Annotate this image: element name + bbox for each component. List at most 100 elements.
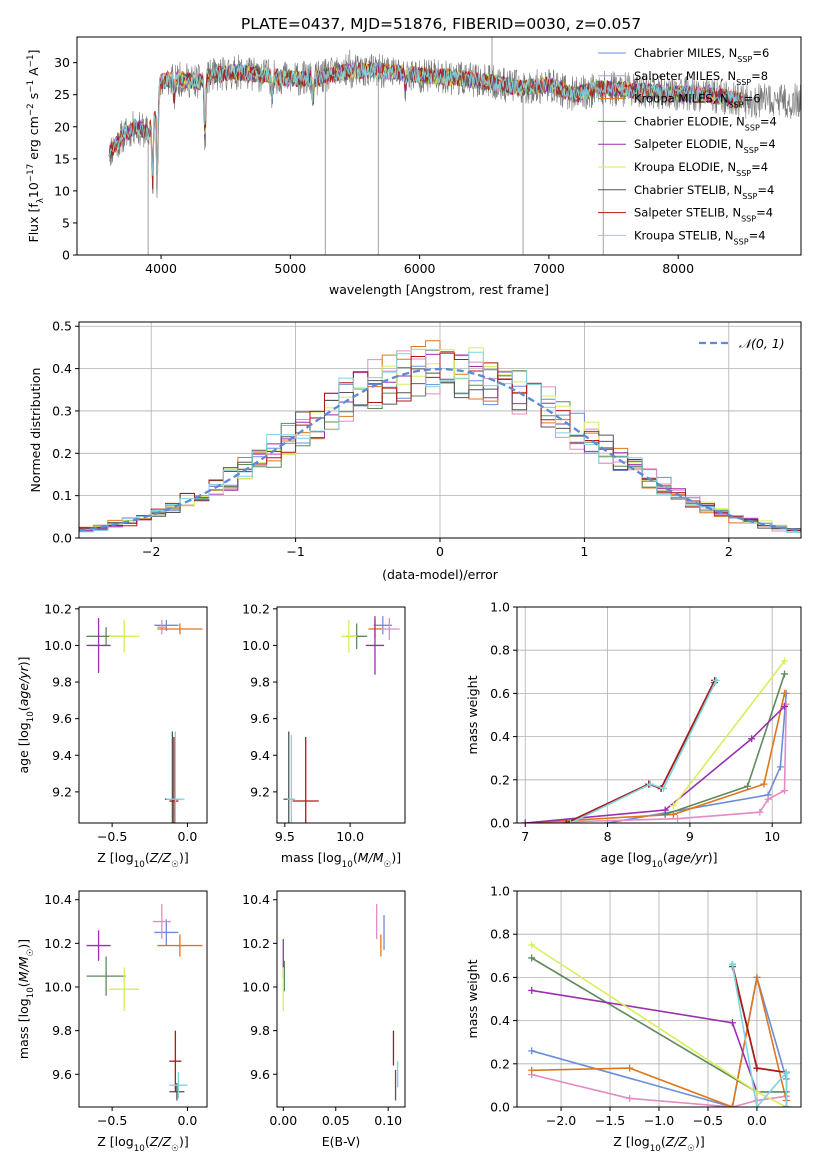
weight-vs-z-axes-plot-area [517, 891, 801, 1107]
age-vs-mass-xtick-label: 10.0 [336, 829, 364, 844]
age-vs-z-ytick-label: 10.0 [44, 638, 72, 653]
legend-label-1: Salpeter MILES, NSSP=8 [634, 69, 768, 87]
age-vs-z-xtick-label: −0.5 [97, 829, 127, 844]
weight-marker [782, 1068, 790, 1076]
mass-vs-ebv-axes: 0.00 0.05 0.10 9.6 9.8 10.0 10.2 10.4 E(B-V) [242, 890, 406, 1149]
figure-title: PLATE=0437, MJD=51876, FIBERID=0030, z=0… [241, 15, 641, 33]
spectrum-ytick-label: 30 [54, 55, 70, 70]
spectrum-ytick-label: 15 [54, 151, 70, 166]
weight-line-4 [525, 705, 786, 823]
weight-vs-age-ytick-label: 0.4 [490, 729, 510, 744]
weight-marker [626, 1094, 634, 1102]
spectrum-ytick-label: 20 [54, 119, 70, 134]
weight-vs-age-ytick-label: 1.0 [490, 600, 510, 615]
legend-label-7: Salpeter STELIB, NSSP=4 [634, 206, 773, 224]
age-vs-z-ytick-label: 9.6 [52, 711, 72, 726]
mass-vs-z-axes-plot-area [86, 904, 203, 1101]
spectrum-xtick-label: 7000 [533, 261, 565, 276]
weight-vs-z-ytick-label: 0.4 [490, 1013, 510, 1028]
age-vs-z-ytick-label: 9.4 [52, 748, 72, 763]
spectrum-xtick-label: 6000 [404, 261, 436, 276]
weight-marker [764, 795, 772, 803]
mass-vs-z-ytick-label: 9.6 [52, 1067, 72, 1082]
weight-line-2 [525, 693, 786, 823]
mass-vs-ebv-axes-plot-area [282, 904, 399, 1101]
mass-vs-z-frame [78, 890, 208, 1108]
spectrum-xlabel: wavelength [Angstrom, rest frame] [329, 282, 549, 297]
histogram-step-7 [79, 352, 801, 532]
weight-marker [646, 780, 654, 788]
weight-vs-age-xtick-label: 9 [686, 829, 694, 844]
weight-marker [674, 815, 682, 823]
mass-vs-ebv-xtick-label: 0.05 [322, 1113, 350, 1128]
legend-label-4: Salpeter ELODIE, NSSP=4 [634, 137, 776, 155]
weight-marker [753, 1064, 761, 1072]
weight-marker [782, 1103, 790, 1107]
residuals-xtick-label: 1 [580, 544, 588, 559]
legend-label-2: Kroupa MILES, NSSP=6 [634, 92, 761, 110]
weight-marker [712, 676, 720, 684]
residuals-xtick-label: −1 [286, 544, 304, 559]
spectrum-model-line-8 [108, 61, 743, 177]
age-vs-z-ytick-label: 9.2 [52, 784, 72, 799]
age-vs-z-frame [78, 606, 208, 824]
age-vs-mass-ytick-label: 9.2 [250, 784, 270, 799]
weight-marker [781, 689, 789, 697]
mass-vs-ebv-xlabel: E(B-V) [322, 1134, 361, 1149]
weight-marker [521, 819, 529, 823]
residuals-ytick-label: 0.4 [52, 361, 72, 376]
spectrum-model-line-7 [108, 61, 743, 189]
legend-label-8: Kroupa STELIB, NSSP=4 [634, 228, 766, 246]
mass-vs-ebv-xtick-label: 0.00 [269, 1113, 297, 1128]
weight-marker [753, 973, 761, 981]
residuals-ytick-label: 0.5 [52, 319, 72, 334]
spectrum-axes: 4000 5000 6000 7000 8000 0 5 10 15 20 25 30 waveleng… [26, 36, 802, 297]
weight-vs-z-xtick-label: −2.0 [546, 1113, 576, 1128]
mass-vs-z-ytick-label: 10.0 [44, 980, 72, 995]
weight-marker [728, 1019, 736, 1027]
mass-vs-z-ytick-label: 10.2 [44, 936, 72, 951]
weight-marker [753, 1103, 761, 1107]
legend-label-3: Chabrier ELODIE, NSSP=4 [634, 114, 777, 131]
weight-marker [776, 763, 784, 771]
residuals-axes: −2 −1 0 1 2 0.0 0.1 0.2 0.3 0.4 0.5 (data-model)/er… [28, 319, 802, 582]
mass-vs-z-xlabel: Z [log10(Z/Z☉)] [97, 1134, 188, 1154]
weight-line-7 [566, 680, 716, 823]
spectrum-xtick-label: 5000 [274, 261, 306, 276]
weight-line-6 [566, 682, 716, 823]
weight-vs-z-ytick-label: 0.8 [490, 927, 510, 942]
age-vs-mass-frame [276, 606, 406, 824]
residuals-ytick-label: 0.3 [52, 403, 72, 418]
weight-marker [743, 782, 751, 790]
residuals-xtick-label: 0 [436, 544, 444, 559]
weight-vs-age-ylabel: mass weight [465, 675, 480, 754]
normal-curve-line [79, 367, 801, 532]
residuals-xtick-label: 2 [725, 544, 733, 559]
weight-vs-age-ytick-label: 0.6 [490, 686, 510, 701]
residuals-ytick-label: 0.0 [52, 531, 72, 546]
age-vs-z-xlabel: Z [log10(Z/Z☉)] [97, 850, 188, 870]
weight-line-5 [672, 660, 786, 807]
mass-vs-ebv-ytick-label: 10.0 [242, 980, 270, 995]
age-vs-mass-ytick-label: 10.2 [242, 601, 270, 616]
mass-vs-ebv-ytick-label: 9.6 [250, 1067, 270, 1082]
weight-marker [626, 1064, 634, 1072]
age-vs-z-ytick-label: 10.2 [44, 601, 72, 616]
weight-vs-age-xtick-label: 10 [764, 829, 780, 844]
weight-vs-z-ylabel: mass weight [465, 959, 480, 1038]
weight-line-8 [731, 964, 788, 1107]
mass-vs-z-ylabel: mass [log10(M/M☉)] [16, 939, 36, 1059]
weight-vs-z-xtick-label: 0.0 [747, 1113, 767, 1128]
age-vs-z-axes-plot-area [86, 617, 203, 823]
age-vs-mass-ytick-label: 10.0 [242, 638, 270, 653]
weight-marker [781, 787, 789, 795]
residuals-xtick-label: −2 [142, 544, 160, 559]
weight-marker [760, 780, 768, 788]
spectrum-ytick-label: 10 [54, 183, 70, 198]
legend-label-6: Chabrier STELIB, NSSP=4 [634, 183, 774, 201]
weight-marker [781, 670, 789, 678]
age-vs-mass-axes: 9.5 10.0 9.2 9.4 9.6 9.8 10.0 10.2 mass [log10(M… [242, 601, 406, 870]
weight-vs-z-ytick-label: 1.0 [490, 884, 510, 899]
weight-marker [528, 941, 536, 949]
weight-vs-z-ytick-label: 0.0 [490, 1100, 510, 1115]
